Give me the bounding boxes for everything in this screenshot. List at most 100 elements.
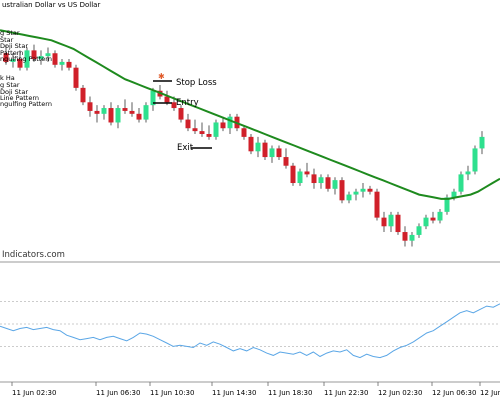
candle xyxy=(87,96,93,117)
candle xyxy=(325,174,331,192)
candle xyxy=(367,185,373,195)
candle-body xyxy=(262,142,268,158)
candle xyxy=(381,211,387,233)
candle xyxy=(227,113,233,134)
candle xyxy=(108,102,114,126)
candle xyxy=(465,165,471,181)
candle-body xyxy=(416,226,422,235)
candle-body xyxy=(143,105,149,120)
candle xyxy=(45,47,51,62)
candle-body xyxy=(241,128,247,137)
candle-body xyxy=(353,191,359,195)
candle xyxy=(3,44,9,65)
candle-body xyxy=(185,119,191,129)
candle xyxy=(423,214,429,230)
candle-body xyxy=(199,131,205,134)
pattern-label: Doji Star xyxy=(0,88,28,96)
candle xyxy=(304,162,310,178)
candle xyxy=(276,145,282,160)
candle-body xyxy=(423,217,429,227)
candle-body xyxy=(297,171,303,184)
candle-body xyxy=(430,217,436,221)
stop-loss-label: Stop Loss xyxy=(176,78,217,88)
candle xyxy=(192,119,198,134)
candle xyxy=(472,145,478,175)
pattern-label: k Ha xyxy=(0,74,15,82)
candle-body xyxy=(444,197,450,212)
x-tick-label: 11 Jun 22:30 xyxy=(324,389,368,397)
candle-body xyxy=(87,102,93,111)
candle xyxy=(10,53,16,68)
exit-label: Exit xyxy=(177,143,194,153)
candle xyxy=(136,108,142,123)
candle-body xyxy=(465,171,471,175)
pattern-label: Doji Star xyxy=(0,42,28,50)
x-tick-label: 12 Jun 10 xyxy=(480,389,500,397)
candle xyxy=(262,139,268,160)
candle-body xyxy=(129,110,135,114)
candle xyxy=(297,168,303,186)
moving-average-line xyxy=(0,29,500,200)
candle xyxy=(353,188,359,201)
x-tick-label: 11 Jun 18:30 xyxy=(268,389,312,397)
candle xyxy=(94,105,100,123)
candle-body xyxy=(220,122,226,129)
candle-body xyxy=(192,128,198,132)
candle-body xyxy=(479,136,485,149)
candle-body xyxy=(255,142,261,152)
candle-body xyxy=(24,50,30,68)
candle xyxy=(101,105,107,120)
candle xyxy=(416,223,422,238)
candle-body xyxy=(171,102,177,109)
x-tick-label: 12 Jun 02:30 xyxy=(378,389,422,397)
oscillator-line xyxy=(0,303,500,359)
trade-annotations: Stop Loss Entry Exit ✱ xyxy=(153,72,217,153)
candle-body xyxy=(101,108,107,114)
candle-body xyxy=(66,61,72,68)
candle xyxy=(38,50,44,65)
candle xyxy=(241,125,247,140)
candle xyxy=(150,87,156,111)
candle-body xyxy=(276,148,282,158)
candle-body xyxy=(325,177,331,189)
candle xyxy=(206,125,212,140)
candle-body xyxy=(472,148,478,172)
candle-body xyxy=(108,108,114,123)
candle xyxy=(199,122,205,137)
price-panel: ustralian Dollar vs US Dollar g Star Sta… xyxy=(0,1,500,260)
x-tick-label: 11 Jun 14:30 xyxy=(212,389,256,397)
pattern-label: Line Pattern xyxy=(0,94,39,102)
candle xyxy=(24,47,30,71)
candle-body xyxy=(269,148,275,158)
candle-body xyxy=(458,174,464,192)
candle-body xyxy=(318,177,324,184)
watermark: Indicators.com xyxy=(2,250,65,260)
candle-body xyxy=(227,116,233,129)
candle xyxy=(332,177,338,195)
candle xyxy=(80,84,86,106)
candle xyxy=(73,64,79,91)
candle xyxy=(31,44,37,62)
candle xyxy=(374,188,380,221)
pattern-label: Pattern xyxy=(0,49,23,57)
candle-body xyxy=(381,217,387,227)
candle-body xyxy=(38,56,44,60)
oscillator-levels xyxy=(0,301,500,347)
candle xyxy=(458,171,464,195)
candle xyxy=(17,50,23,71)
pattern-label: ngulfing Pattern xyxy=(0,55,52,63)
candle-body xyxy=(437,211,443,221)
candle-body xyxy=(136,113,142,120)
candle-body xyxy=(52,53,58,65)
x-tick-label: 11 Jun 06:30 xyxy=(96,389,140,397)
candle-body xyxy=(332,180,338,189)
candle-body xyxy=(402,232,408,241)
candle-body xyxy=(311,174,317,184)
candle xyxy=(318,174,324,189)
candle xyxy=(143,102,149,123)
candle xyxy=(213,119,219,140)
candle-body xyxy=(290,165,296,184)
candle-body xyxy=(94,110,100,114)
candle-body xyxy=(304,171,310,175)
